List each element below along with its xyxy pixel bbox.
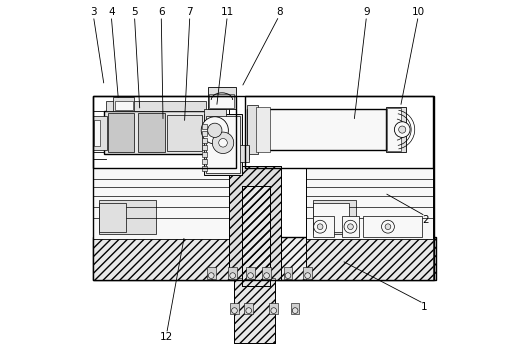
Bar [203,131,207,136]
Bar [306,239,432,280]
Bar [99,200,156,234]
Bar [203,138,207,143]
Bar [94,239,229,280]
Circle shape [305,273,310,278]
Circle shape [264,273,269,278]
Bar [386,107,406,152]
Bar [226,145,249,162]
Bar [313,200,356,234]
Bar [94,96,434,280]
Bar [313,203,349,232]
Bar [235,278,276,343]
Text: 10: 10 [412,7,425,17]
Circle shape [285,273,291,278]
Bar [108,113,135,152]
Circle shape [313,220,327,233]
Circle shape [292,308,298,313]
Bar [94,237,436,280]
Bar [206,116,240,173]
Circle shape [248,273,254,278]
Text: 3: 3 [90,7,97,17]
Bar [113,97,135,111]
Circle shape [201,117,228,144]
Bar [203,124,207,129]
Circle shape [394,122,410,137]
Text: 11: 11 [221,7,234,17]
Circle shape [246,308,251,313]
Circle shape [385,224,391,230]
Circle shape [231,308,237,313]
Bar [245,303,253,314]
Circle shape [219,139,227,147]
Text: 1: 1 [420,302,427,312]
Bar [245,96,432,168]
Bar [284,267,292,279]
Bar [204,114,241,175]
Bar [94,120,100,146]
Bar [306,168,432,239]
Text: 7: 7 [187,7,193,17]
Text: 8: 8 [276,7,282,17]
Circle shape [213,132,234,154]
Bar [291,303,299,314]
Bar [104,111,208,154]
Bar [387,108,401,151]
Bar [313,216,335,237]
Bar [204,109,226,155]
Bar [99,203,126,232]
Bar [115,101,133,110]
Bar [256,107,270,152]
Bar [247,109,386,150]
Bar [363,216,422,237]
Bar [229,166,281,280]
Bar [138,113,165,152]
Circle shape [344,220,357,233]
Bar [94,237,436,280]
Text: 12: 12 [160,332,173,342]
Bar [247,105,258,154]
Text: 5: 5 [131,7,138,17]
Text: 6: 6 [158,7,165,17]
Circle shape [230,273,236,278]
Bar [203,152,207,157]
Bar [230,303,239,314]
Circle shape [208,273,214,278]
Bar [235,278,276,343]
Bar [94,168,229,239]
Bar [209,94,234,108]
Bar [228,267,237,279]
Bar [208,87,236,109]
Bar [94,96,236,168]
Circle shape [317,224,323,230]
Bar [207,267,216,279]
Text: 4: 4 [108,7,115,17]
Bar [241,186,270,286]
Circle shape [399,126,406,133]
Text: 9: 9 [363,7,370,17]
Circle shape [348,224,353,230]
Bar [203,166,207,171]
Bar [167,115,203,151]
Bar [262,267,271,279]
Bar [241,186,270,286]
Bar [341,216,359,237]
Bar [106,101,206,111]
Bar [269,303,278,314]
Bar [94,116,107,150]
Circle shape [381,220,394,233]
Bar [304,267,312,279]
Bar [203,159,207,164]
Bar [246,267,255,279]
Circle shape [271,308,277,313]
Text: 2: 2 [422,215,429,225]
Bar [204,146,249,159]
Circle shape [208,123,222,137]
Bar [229,166,281,280]
Bar [203,145,207,150]
